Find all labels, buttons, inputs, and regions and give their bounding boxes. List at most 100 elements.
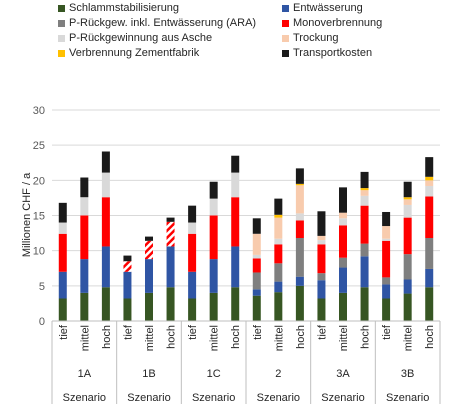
bar-segment: [295, 183, 304, 186]
legend-swatch: [282, 49, 289, 57]
bar-segment: [339, 292, 347, 321]
bar-segment: [145, 236, 153, 241]
bar-segment: [58, 233, 67, 272]
x-category-label: tief: [187, 324, 199, 340]
x-axis-label: Szenario: [386, 392, 429, 404]
legend-item: Monoverbrennung: [282, 17, 382, 29]
y-axis-label: Millionen CHF / a: [21, 172, 33, 257]
legend-label: Monoverbrennung: [293, 17, 383, 29]
group-label: 1B: [142, 368, 155, 380]
bar-segment: [339, 267, 347, 293]
bar-segment: [317, 240, 326, 245]
bar-segment: [295, 276, 304, 286]
bar-segment: [425, 176, 434, 181]
bar-segment: [425, 196, 434, 239]
bar-segment: [317, 235, 326, 241]
bar-segment: [295, 285, 304, 321]
bar-segment: [231, 155, 240, 173]
bar-segment: [145, 292, 153, 321]
x-category-label: mittel: [144, 325, 156, 351]
bar-segment: [274, 217, 283, 239]
bar-segment: [403, 197, 412, 200]
x-category-label: tief: [381, 324, 393, 340]
legend-item: P-Rückgewinnung aus Asche: [58, 32, 212, 44]
bar-segment: [382, 238, 391, 241]
bar-segment: [166, 246, 175, 288]
bar-segment: [274, 214, 283, 218]
bar-segment: [425, 180, 434, 186]
bar-segment: [295, 168, 304, 184]
bar-segment: [403, 217, 412, 255]
bar-segment: [252, 272, 261, 290]
bar-segment: [360, 190, 369, 196]
bar-segment: [101, 197, 110, 247]
bar-segment: [252, 258, 261, 273]
bar-segment: [231, 287, 240, 321]
bar-segment: [360, 171, 369, 189]
bar-segment: [317, 211, 326, 236]
bar-segment: [382, 277, 391, 285]
bar-segment: [209, 198, 218, 216]
bar-segment: [403, 181, 412, 198]
bar-segment: [382, 284, 391, 299]
x-category-label: hoch: [424, 325, 436, 349]
bar-segment: [188, 205, 197, 223]
x-category-label: hoch: [230, 325, 242, 349]
gridlines: [52, 109, 440, 287]
bar-segment: [145, 240, 153, 260]
group-label: 2: [275, 368, 281, 380]
x-axis-label: Szenario: [257, 392, 300, 404]
bar-segment: [231, 172, 240, 198]
bar-segment: [123, 271, 132, 299]
bar-segment: [231, 197, 240, 247]
x-category-label: mittel: [273, 325, 285, 351]
x-category-label: mittel: [338, 325, 350, 351]
bar-segment: [339, 218, 347, 226]
legend-swatch: [282, 19, 289, 27]
bar-segment: [166, 221, 175, 247]
legend-item: Entwässerung: [282, 2, 363, 14]
bar-segment: [58, 222, 67, 234]
bar-segment: [188, 271, 197, 299]
x-category-label: tief: [316, 324, 328, 340]
x-category-label: tief: [58, 324, 70, 340]
bar-segment: [360, 205, 369, 244]
bar-segment: [209, 215, 218, 260]
bar-segment: [252, 233, 261, 255]
y-tick-label: 5: [39, 281, 45, 293]
bars: [58, 151, 434, 321]
legend-swatch: [58, 4, 65, 12]
bar-segment: [80, 292, 89, 321]
bar-segment: [382, 240, 391, 278]
y-tick-label: 30: [33, 105, 45, 117]
bar-segment: [360, 256, 369, 288]
bar-segment: [101, 151, 110, 173]
bar-segment: [58, 271, 67, 299]
bar-segment: [166, 287, 175, 321]
bar-segment: [382, 298, 391, 321]
legend-label: Trockung: [293, 32, 339, 44]
bar-segment: [123, 255, 132, 262]
legend-label: Schlammstabilisierung: [69, 2, 180, 14]
bar-segment: [403, 254, 412, 280]
x-axis-label: Szenario: [127, 392, 170, 404]
bar-segment: [317, 280, 326, 299]
bar-segment: [403, 279, 412, 294]
bar-segment: [58, 202, 67, 223]
x-category-label: mittel: [403, 325, 415, 351]
bar-segment: [252, 218, 261, 234]
legend-swatch: [58, 49, 65, 57]
bar-segment: [252, 295, 261, 321]
legend-item: Schlammstabilisierung: [58, 2, 179, 14]
x-category-label: hoch: [295, 325, 307, 349]
bar-segment: [425, 185, 434, 197]
bar-segment: [101, 246, 110, 288]
bar-segment: [425, 157, 434, 177]
bar-segment: [274, 244, 283, 264]
bar-segment: [317, 273, 326, 281]
bar-segment: [360, 243, 369, 257]
bar-segment: [295, 220, 304, 239]
legend-swatch: [282, 34, 289, 42]
bar-segment: [209, 292, 218, 321]
